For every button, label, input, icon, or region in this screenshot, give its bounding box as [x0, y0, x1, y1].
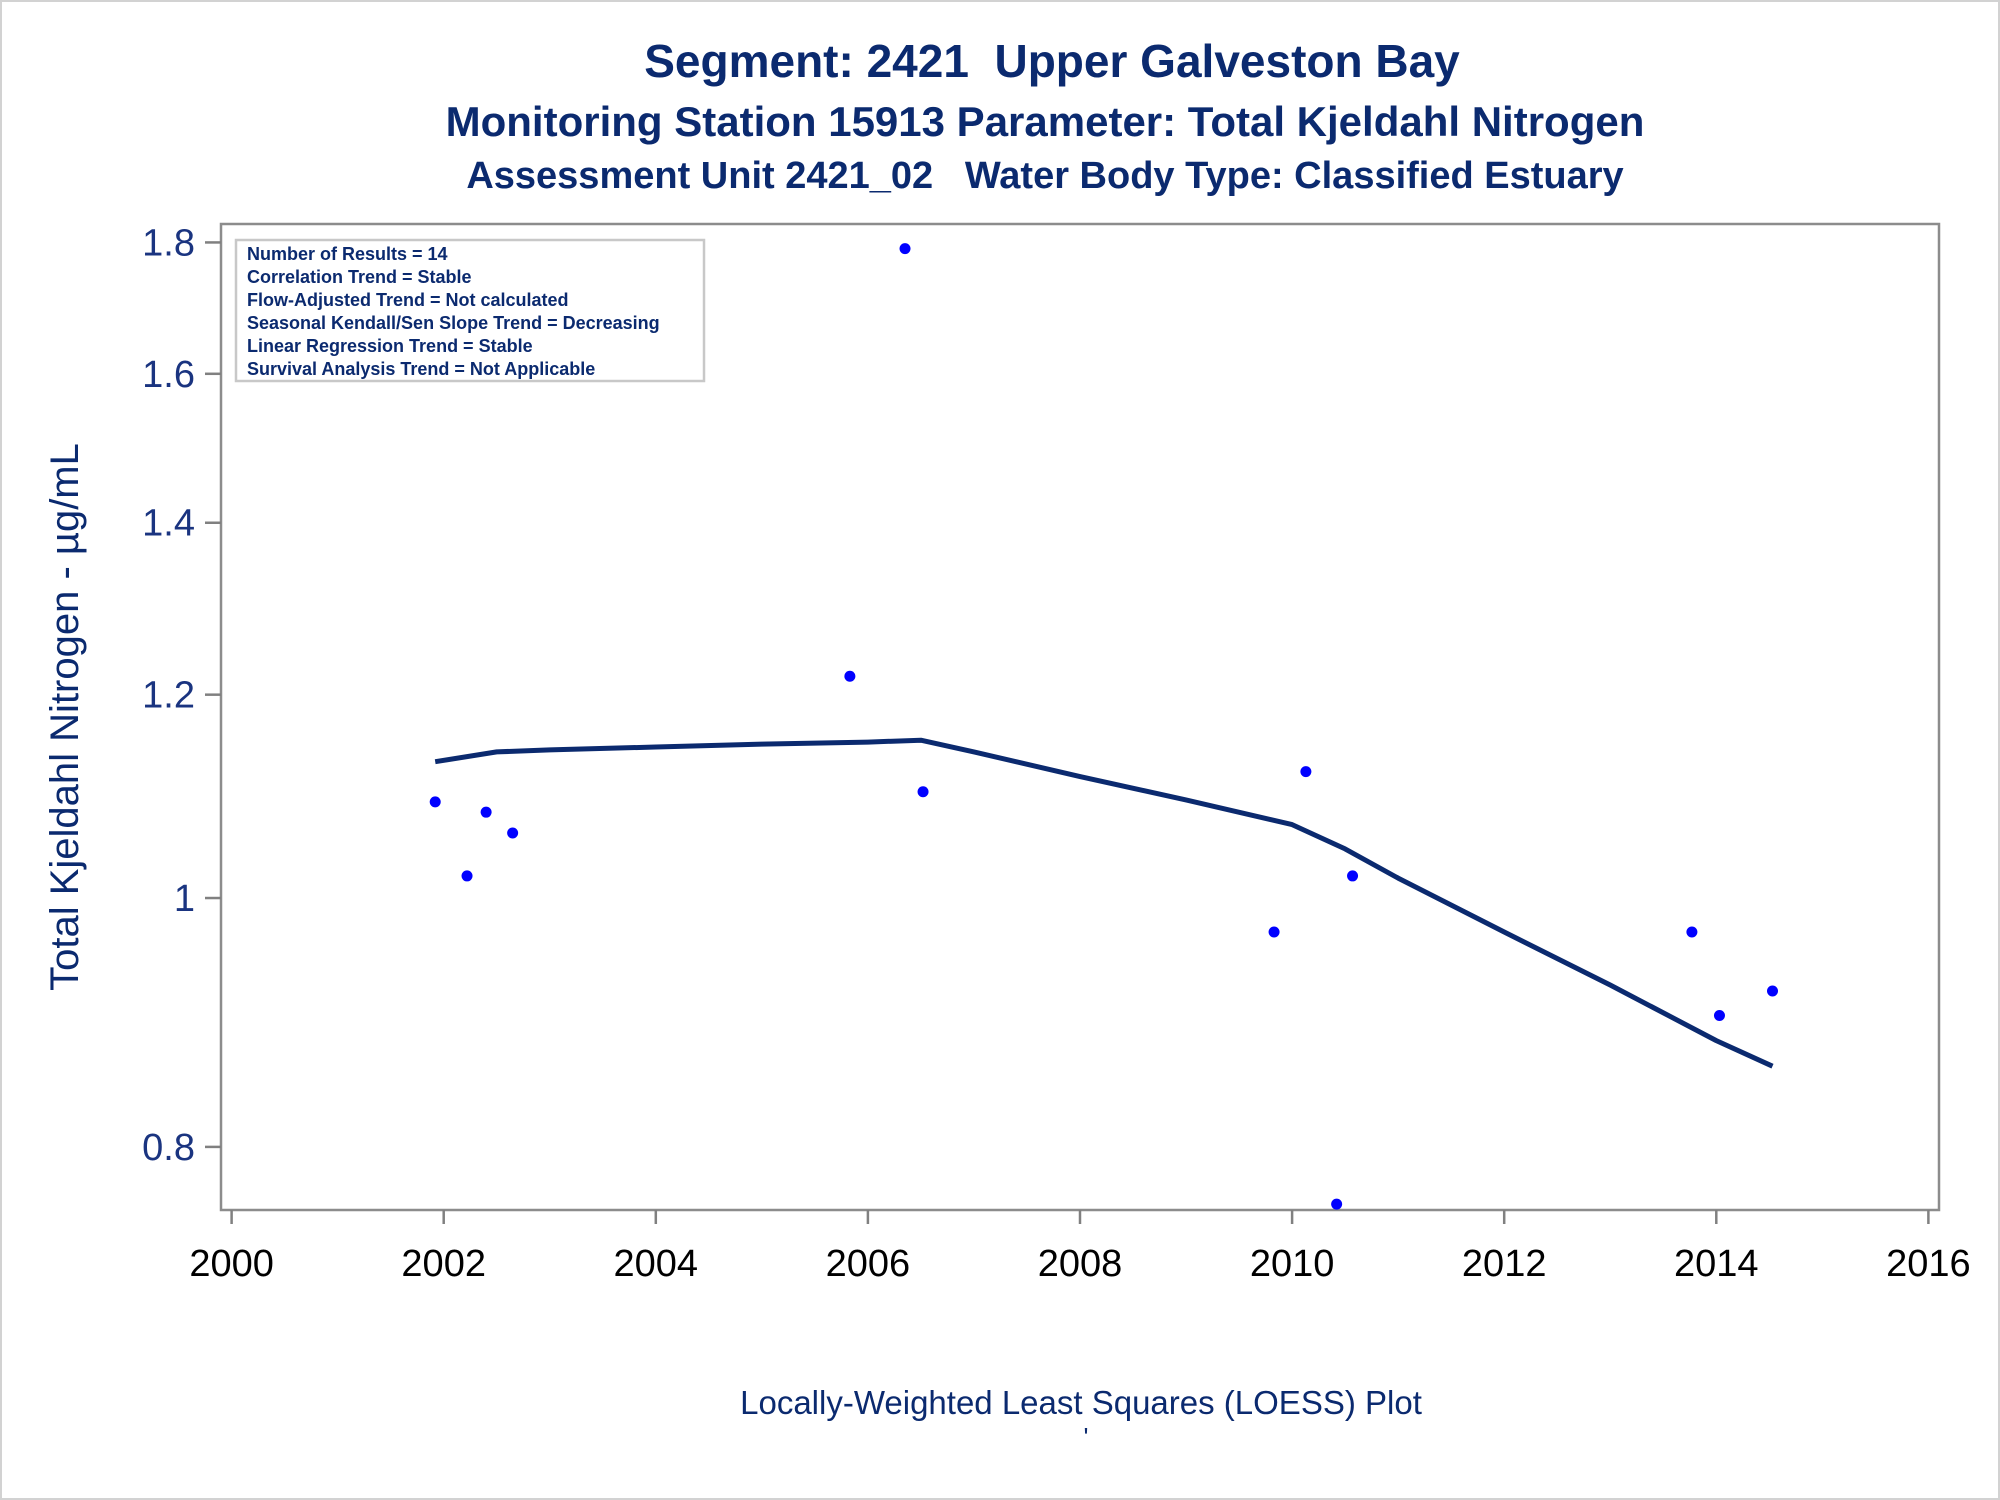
data-point	[461, 870, 473, 882]
data-point	[1686, 926, 1698, 938]
chart-title: Segment: 2421 Upper Galveston Bay	[644, 35, 1460, 87]
x-tick-label: 2012	[1462, 1243, 1547, 1285]
x-tick-label: 2004	[614, 1243, 699, 1285]
stats-line-seasonal-kendall: Seasonal Kendall/Sen Slope Trend = Decre…	[247, 313, 660, 333]
data-point	[507, 827, 519, 839]
data-point	[429, 796, 441, 808]
stats-line-flow-adjusted: Flow-Adjusted Trend = Not calculated	[247, 290, 569, 310]
stats-box: Number of Results = 14 Correlation Trend…	[234, 238, 706, 383]
data-point	[1713, 1010, 1725, 1022]
stats-line-correlation: Correlation Trend = Stable	[247, 267, 472, 287]
x-tick-label: 2014	[1674, 1243, 1759, 1285]
y-tick-label: 1.8	[142, 222, 195, 264]
caption-tick-mark: '	[1084, 1422, 1089, 1452]
x-axis: 2000 2002 2004 2006 2008 2010 2012 2014 2016	[189, 1210, 1971, 1285]
data-point	[1347, 870, 1359, 882]
y-tick-label: 1.2	[142, 675, 195, 717]
x-tick-label: 2010	[1250, 1243, 1335, 1285]
x-tick-label: 2008	[1038, 1243, 1123, 1285]
stats-box-border	[234, 238, 706, 383]
stats-line-survival: Survival Analysis Trend = Not Applicable	[247, 359, 595, 379]
y-tick-label: 0.8	[142, 1127, 195, 1169]
data-point	[844, 670, 856, 682]
data-point	[1767, 985, 1779, 997]
x-tick-label: 2000	[189, 1243, 274, 1285]
chart-subtitle-station: Monitoring Station 15913 Parameter: Tota…	[445, 98, 1645, 145]
y-axis-title: Total Kjeldahl Nitrogen - µg/mL	[43, 443, 87, 991]
x-tick-label: 2006	[826, 1243, 911, 1285]
plot-caption: Locally-Weighted Least Squares (LOESS) P…	[740, 1384, 1422, 1421]
y-tick-label: 1	[174, 878, 195, 920]
y-tick-label: 1.4	[142, 503, 195, 545]
data-point	[917, 786, 929, 798]
y-tick-label: 1.6	[142, 354, 195, 396]
x-tick-label: 2002	[401, 1243, 486, 1285]
data-point	[899, 243, 911, 255]
data-points	[429, 243, 1779, 1210]
data-point	[1268, 926, 1280, 938]
stats-line-linear-regression: Linear Regression Trend = Stable	[247, 336, 533, 356]
data-point	[1331, 1198, 1343, 1210]
chart-subtitle-assessment: Assessment Unit 2421_02 Water Body Type:…	[466, 155, 1624, 197]
y-axis: 0.8 1 1.2 1.4 1.6 1.8	[142, 222, 221, 1169]
stats-line-results: Number of Results = 14	[247, 244, 448, 264]
loess-trend-line	[434, 737, 1774, 1069]
x-tick-label: 2016	[1886, 1243, 1971, 1285]
data-point	[480, 806, 492, 818]
data-point	[1300, 766, 1312, 778]
